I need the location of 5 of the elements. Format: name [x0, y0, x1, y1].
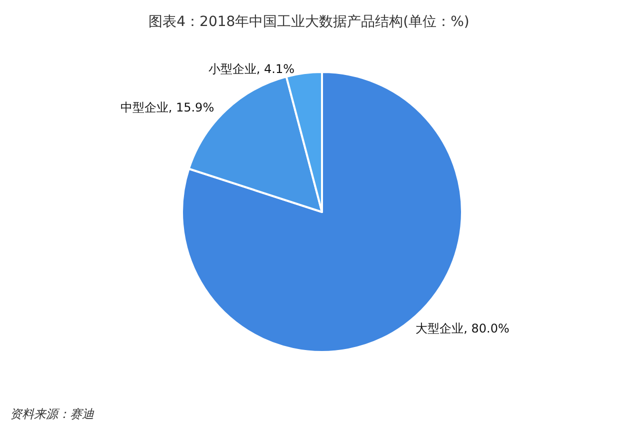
- slice-label: 中型企业, 15.9%: [120, 100, 214, 114]
- text: 资料来源：赛迪: [10, 407, 95, 421]
- slice-label: 大型企业, 80.0%: [416, 322, 510, 336]
- chart-title: 图表4：2018年中国工业大数据产品结构(单位：%): [148, 14, 470, 30]
- slice-label: 小型企业, 4.1%: [208, 62, 295, 76]
